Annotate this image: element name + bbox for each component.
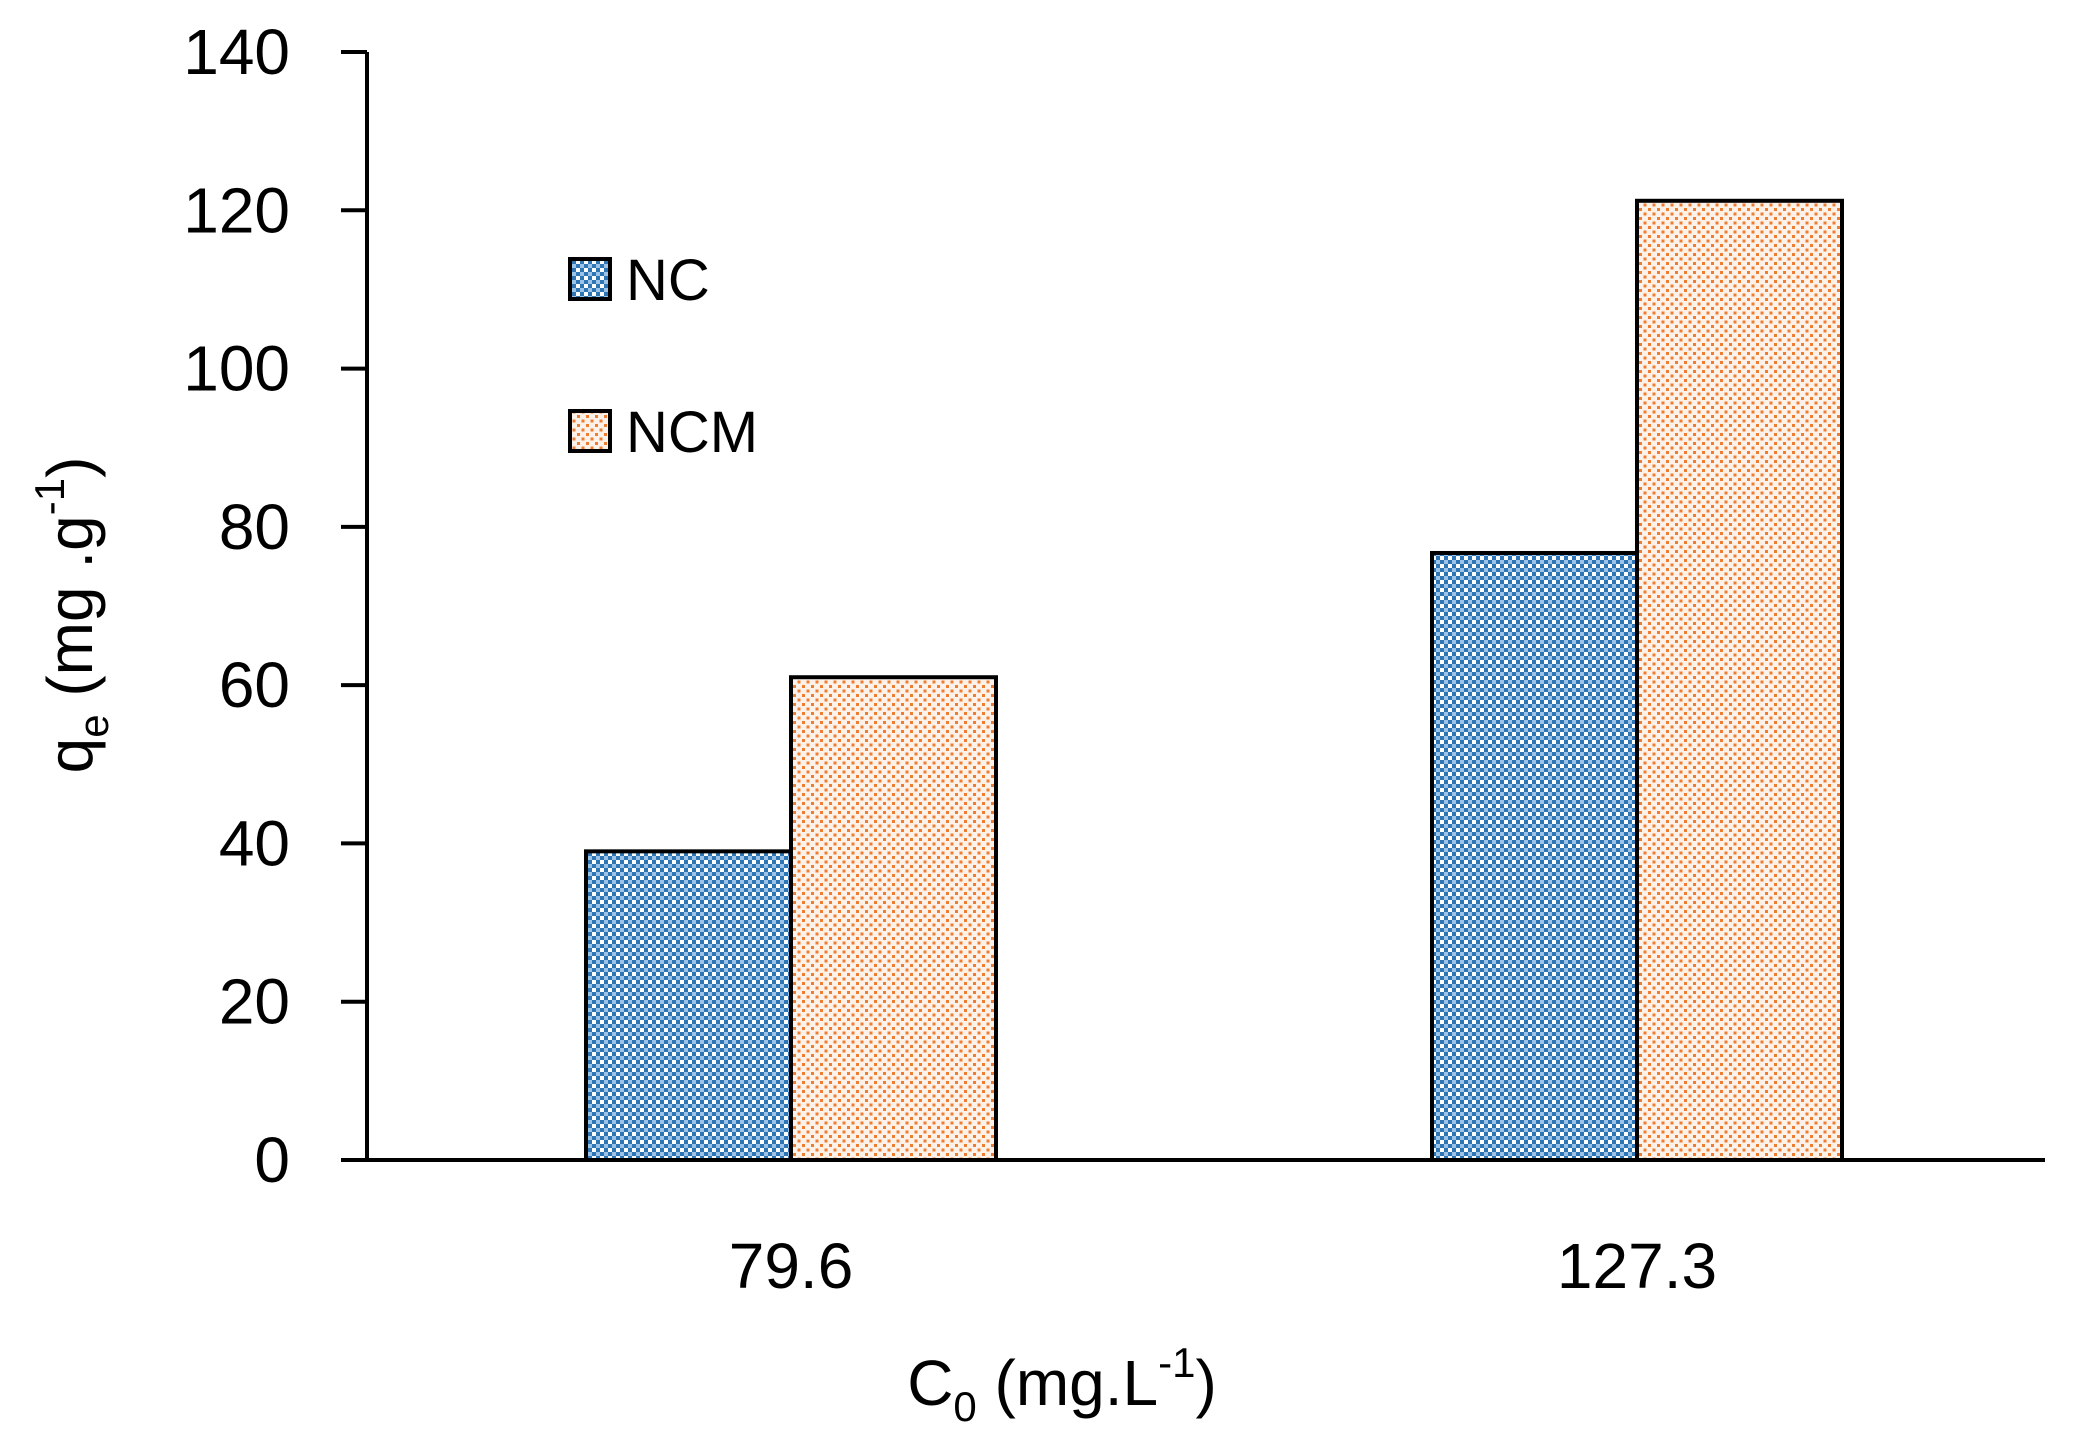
y-axis-title: qe (mg .g-1) [26,457,117,774]
y-tick-label: 120 [183,174,290,246]
legend-swatch-ncm [568,409,612,453]
y-tick-marks [341,50,367,1162]
x-tick-label: 79.6 [729,1230,854,1302]
y-tick-labels: 0 20 40 60 80 100 120 140 [183,16,290,1196]
y-tick-label: 0 [254,1124,290,1196]
bars [584,198,1844,1162]
y-tick-label: 20 [219,966,290,1038]
legend-label-nc: NC [626,248,710,313]
x-tick-labels: 79.6 127.3 [729,1230,1717,1302]
bar-ncm-1 [1635,198,1844,1162]
bar-nc-0 [584,849,793,1162]
legend-swatch-nc [568,257,612,301]
x-tick-label: 127.3 [1557,1230,1717,1302]
legend-label-ncm: NCM [626,400,758,465]
x-axis-title: C0 (mg.L-1) [907,1339,1217,1430]
y-tick-label: 100 [183,333,290,405]
y-tick-label: 60 [219,649,290,721]
bar-nc-1 [1430,550,1639,1162]
legend: NC NCM [568,248,758,465]
y-tick-label: 80 [219,491,290,563]
y-tick-label: 40 [219,807,290,879]
y-tick-label: 140 [183,16,290,88]
bar-ncm-0 [789,675,998,1162]
